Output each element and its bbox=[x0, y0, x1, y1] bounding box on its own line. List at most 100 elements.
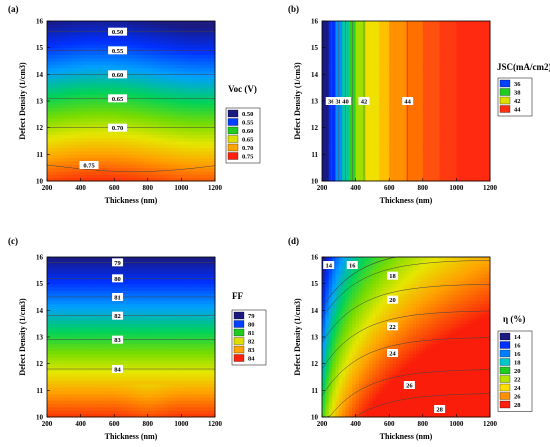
heatmap-cell bbox=[97, 147, 102, 152]
heatmap-cell bbox=[456, 101, 461, 105]
heatmap-cell bbox=[372, 134, 377, 139]
heatmap-cell bbox=[372, 57, 377, 62]
heatmap-cell bbox=[104, 137, 108, 142]
heatmap-cell bbox=[345, 71, 350, 75]
heatmap-cell bbox=[446, 104, 451, 109]
heatmap-cell bbox=[208, 41, 213, 45]
heatmap-cell bbox=[365, 51, 370, 55]
heatmap-cell bbox=[60, 134, 65, 139]
heatmap-cell bbox=[442, 144, 447, 149]
heatmap-cell bbox=[395, 161, 400, 165]
heatmap-cell bbox=[167, 157, 172, 162]
x-tick-label: 600 bbox=[384, 184, 395, 192]
heatmap-cell bbox=[80, 91, 85, 95]
heatmap-cell bbox=[395, 44, 400, 49]
heatmap-cell bbox=[379, 74, 383, 79]
heatmap-cell bbox=[73, 141, 78, 145]
heatmap-cell bbox=[463, 124, 467, 129]
heatmap-cell bbox=[436, 157, 441, 162]
heatmap-cell bbox=[154, 164, 159, 169]
heatmap-cell bbox=[473, 54, 478, 59]
heatmap-cell bbox=[375, 117, 380, 122]
heatmap-cell bbox=[446, 164, 451, 169]
heatmap-cell bbox=[412, 121, 417, 125]
heatmap-cell bbox=[419, 107, 424, 112]
heatmap-cell bbox=[73, 151, 78, 155]
heatmap-cell bbox=[395, 107, 400, 112]
heatmap-cell bbox=[110, 64, 115, 69]
heatmap-cell bbox=[473, 67, 478, 72]
heatmap-cell bbox=[141, 61, 145, 65]
heatmap-cell bbox=[328, 44, 333, 49]
heatmap-cell bbox=[80, 127, 85, 132]
heatmap-cell bbox=[352, 134, 357, 139]
heatmap-cell bbox=[97, 121, 102, 125]
heatmap-cell bbox=[446, 174, 451, 179]
heatmap-cell bbox=[463, 41, 467, 45]
heatmap-cell bbox=[201, 161, 206, 165]
heatmap-cell bbox=[416, 131, 420, 135]
heatmap-cell bbox=[194, 57, 199, 62]
heatmap-cell bbox=[352, 154, 357, 159]
heatmap-cell bbox=[332, 41, 336, 45]
heatmap-cell bbox=[184, 117, 189, 122]
heatmap-cell bbox=[154, 111, 159, 115]
heatmap-cell bbox=[134, 41, 139, 45]
heatmap-cell bbox=[161, 91, 166, 95]
heatmap-cell bbox=[382, 61, 387, 65]
heatmap-cell bbox=[369, 141, 373, 145]
heatmap-cell bbox=[463, 171, 467, 175]
heatmap-cell bbox=[90, 131, 95, 135]
heatmap-cell bbox=[178, 24, 182, 29]
heatmap-cell bbox=[348, 177, 353, 182]
heatmap-cell bbox=[47, 343, 51, 348]
heatmap-cell bbox=[436, 21, 441, 25]
heatmap-cell bbox=[389, 164, 394, 169]
heatmap-cell bbox=[369, 161, 373, 165]
heatmap-cell bbox=[335, 57, 340, 62]
heatmap-cell bbox=[100, 54, 105, 59]
heatmap-cell bbox=[53, 47, 58, 52]
heatmap-cell bbox=[178, 134, 182, 139]
heatmap-cell bbox=[50, 47, 55, 52]
heatmap-cell bbox=[449, 64, 454, 69]
heatmap-cell bbox=[77, 177, 82, 182]
heatmap-cell bbox=[338, 117, 343, 122]
heatmap-cell bbox=[204, 47, 209, 52]
heatmap-cell bbox=[104, 104, 108, 109]
heatmap-cell bbox=[144, 131, 149, 135]
heatmap-cell bbox=[426, 91, 431, 95]
heatmap-cell bbox=[94, 37, 98, 42]
heatmap-cell bbox=[70, 117, 75, 122]
heatmap-cell bbox=[154, 97, 159, 102]
heatmap-cell bbox=[94, 27, 98, 32]
heatmap-cell bbox=[181, 31, 186, 35]
heatmap-cell bbox=[127, 61, 132, 65]
heatmap-cell bbox=[171, 84, 176, 89]
heatmap-cell bbox=[80, 157, 85, 162]
heatmap-cell bbox=[469, 151, 474, 155]
heatmap-cell bbox=[151, 77, 156, 82]
heatmap-cell bbox=[77, 104, 82, 109]
heatmap-cell bbox=[463, 164, 467, 169]
heatmap-cell bbox=[211, 84, 216, 89]
heatmap-cell bbox=[429, 114, 434, 119]
heatmap-cell bbox=[47, 370, 51, 375]
heatmap-cell bbox=[211, 44, 216, 49]
heatmap-cell bbox=[63, 37, 68, 42]
heatmap-cell bbox=[107, 144, 112, 149]
heatmap-cell bbox=[422, 127, 427, 132]
heatmap-cell bbox=[50, 363, 55, 368]
heatmap-cell bbox=[355, 144, 360, 149]
heatmap-cell bbox=[382, 101, 387, 105]
heatmap-cell bbox=[325, 41, 330, 45]
heatmap-cell bbox=[208, 161, 213, 165]
heatmap-cell bbox=[395, 27, 400, 32]
heatmap-cell bbox=[83, 24, 88, 29]
heatmap-cell bbox=[141, 71, 145, 75]
heatmap-cell bbox=[181, 177, 186, 182]
heatmap-cell bbox=[70, 34, 75, 39]
heatmap-cell bbox=[144, 137, 149, 142]
heatmap-cell bbox=[379, 57, 383, 62]
heatmap-cell bbox=[476, 27, 481, 32]
